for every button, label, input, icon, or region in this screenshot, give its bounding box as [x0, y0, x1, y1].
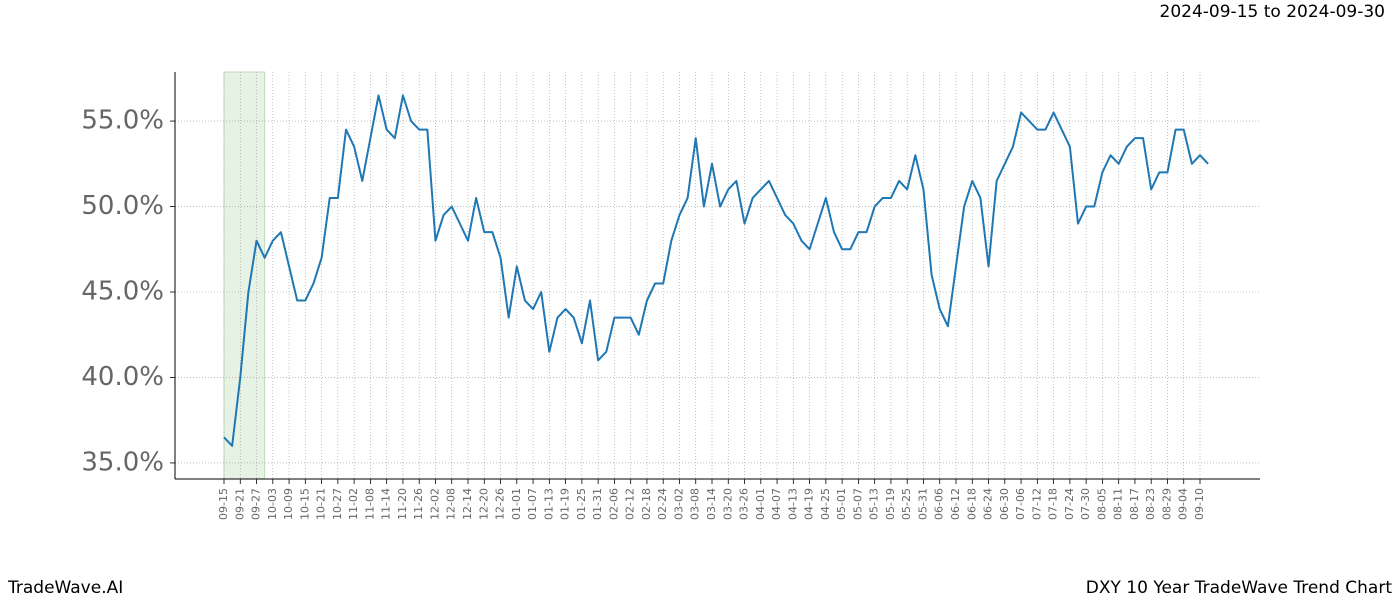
x-tick-label: 07-06 [1014, 488, 1027, 520]
x-tick-label: 03-14 [705, 488, 718, 520]
x-tick-label: 03-20 [721, 488, 734, 520]
x-tick-label: 12-02 [428, 488, 441, 520]
x-tick-label: 05-19 [884, 488, 897, 520]
x-tick-label: 08-29 [1160, 488, 1173, 520]
x-tick-label: 05-25 [900, 488, 913, 520]
x-tick-label: 11-02 [347, 488, 360, 520]
x-tick-label: 02-06 [607, 488, 620, 520]
x-tick-label: 03-08 [689, 488, 702, 520]
x-tick-label: 08-11 [1112, 488, 1125, 520]
x-tick-label: 04-19 [803, 488, 816, 520]
x-tick-label: 01-25 [575, 488, 588, 520]
footer-left: TradeWave.AI [7, 578, 123, 598]
highlight-band [223, 71, 266, 480]
x-tick-label: 01-01 [510, 488, 523, 520]
x-tick-label: 05-01 [835, 488, 848, 520]
x-tick-label: 02-18 [640, 488, 653, 520]
x-tick-label: 07-12 [1030, 488, 1043, 520]
x-tick-label: 08-05 [1095, 488, 1108, 520]
x-tick-label: 10-03 [266, 488, 279, 520]
x-tick-label: 06-30 [998, 488, 1011, 520]
x-tick-label: 09-15 [217, 488, 230, 520]
x-tick-label: 12-08 [445, 488, 458, 520]
x-tick-label: 12-14 [461, 488, 474, 520]
x-tick-label: 09-21 [233, 488, 246, 520]
x-tick-label: 09-27 [250, 488, 263, 520]
x-tick-label: 12-26 [494, 488, 507, 520]
x-tick-label: 06-12 [949, 488, 962, 520]
x-tick-label: 07-24 [1063, 488, 1076, 520]
x-tick-label: 03-02 [672, 488, 685, 520]
y-tick-label: 50.0% [81, 191, 164, 221]
x-tick-label: 08-17 [1128, 488, 1141, 520]
x-tick-label: 06-06 [933, 488, 946, 520]
x-tick-label: 11-08 [363, 488, 376, 520]
x-tick-label: 05-13 [868, 488, 881, 520]
y-tick-label: 45.0% [81, 276, 164, 306]
x-tick-label: 02-24 [656, 488, 669, 520]
x-tick-label: 10-21 [315, 488, 328, 520]
chart-title: 2024-09-15 to 2024-09-30 [1160, 2, 1385, 22]
x-tick-label: 04-01 [754, 488, 767, 520]
x-tick-label: 01-13 [542, 488, 555, 520]
x-tick-label: 01-07 [526, 488, 539, 520]
x-tick-label: 10-27 [331, 488, 344, 520]
data-line [223, 94, 1209, 447]
x-tick-label: 11-26 [412, 488, 425, 520]
x-tick-label: 04-25 [819, 488, 832, 520]
x-tick-label: 09-10 [1193, 488, 1206, 520]
x-tick-label: 01-31 [591, 488, 604, 520]
x-tick-label: 10-15 [298, 488, 311, 520]
x-tick-label: 10-09 [282, 488, 295, 520]
x-tick-label: 05-31 [916, 488, 929, 520]
x-tick-label: 03-26 [738, 488, 751, 520]
x-tick-label: 05-07 [851, 488, 864, 520]
x-tick-label: 06-18 [965, 488, 978, 520]
x-tick-label: 02-12 [624, 488, 637, 520]
y-tick-label: 35.0% [81, 447, 164, 477]
x-tick-label: 04-07 [770, 488, 783, 520]
x-tick-label: 11-20 [396, 488, 409, 520]
x-tick-label: 01-19 [559, 488, 572, 520]
x-tick-label: 07-30 [1079, 488, 1092, 520]
x-tick-label: 06-24 [982, 488, 995, 520]
x-tick-label: 04-13 [786, 488, 799, 520]
footer-right: DXY 10 Year TradeWave Trend Chart [1086, 578, 1393, 598]
y-tick-label: 40.0% [81, 362, 164, 392]
y-tick-label: 55.0% [81, 106, 164, 136]
x-tick-label: 11-14 [380, 488, 393, 520]
x-tick-label: 12-20 [477, 488, 490, 520]
x-tick-label: 07-18 [1047, 488, 1060, 520]
x-tick-label: 08-23 [1144, 488, 1157, 520]
x-tick-label: 09-04 [1177, 488, 1190, 520]
